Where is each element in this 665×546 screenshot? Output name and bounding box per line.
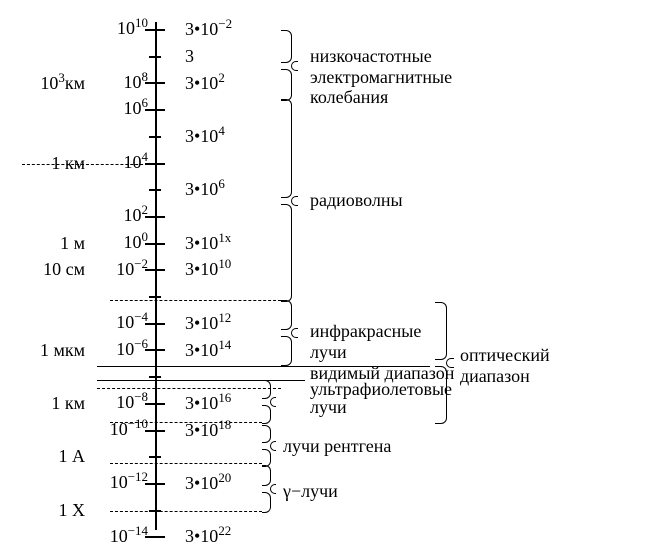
band-label: ультрафиолетовые — [310, 380, 452, 398]
brace-upper — [262, 425, 271, 443]
brace-upper — [281, 300, 292, 330]
tick-minor — [149, 296, 161, 298]
brace-tip — [291, 328, 298, 338]
em-spectrum-diagram: 101010810610410210010−210−410−610−810−10… — [0, 0, 665, 543]
tick-major — [145, 243, 165, 245]
unit-label: 1 м — [60, 234, 85, 252]
tick-major — [145, 109, 165, 111]
wavelength-exp: 102 — [124, 206, 148, 224]
band-label: лучи рентгена — [283, 436, 391, 457]
frequency-label: 3•10−2 — [185, 20, 232, 38]
wavelength-exp: 1010 — [117, 19, 148, 37]
wavelength-exp: 10−8 — [116, 393, 148, 411]
brace-lower — [281, 69, 292, 102]
unit-label: 1 А — [59, 447, 86, 465]
frequency-label: 3•1012 — [185, 314, 231, 332]
unit-label: 10 см — [43, 260, 85, 278]
band-label: низкочастотныеэлектромагнитныеколебания — [310, 46, 452, 108]
brace-tip — [270, 484, 276, 494]
tick-major — [145, 269, 165, 271]
unit-label: 1 км — [51, 394, 85, 412]
tick-major — [145, 82, 165, 84]
tick-minor — [149, 136, 161, 138]
band-label: γ−лучи — [283, 481, 338, 502]
brace-tip — [270, 397, 276, 407]
dashed-divider — [97, 388, 281, 389]
frequency-label: 3•1020 — [185, 474, 231, 492]
frequency-label: 3 — [185, 47, 194, 65]
brace-tip — [291, 61, 298, 71]
tick-major — [145, 323, 165, 325]
tick-major — [145, 430, 165, 432]
unit-label: 103км — [40, 74, 85, 92]
tick-major — [145, 163, 165, 165]
frequency-label: 3•104 — [185, 127, 225, 145]
wavelength-exp: 104 — [124, 153, 148, 171]
wavelength-exp: 106 — [124, 99, 148, 117]
frequency-label: 3•102 — [185, 74, 225, 92]
tick-major — [145, 403, 165, 405]
tick-major — [145, 216, 165, 218]
unit-label: 1 Х — [59, 501, 86, 519]
axis-line — [155, 22, 157, 530]
band-label: инфракрасныелучи — [310, 321, 421, 362]
tick-minor — [149, 376, 161, 378]
frequency-label: 3•1010 — [185, 260, 231, 278]
frequency-label: 3•1014 — [185, 341, 231, 359]
frequency-label: 3•1016 — [185, 394, 231, 412]
tick-major — [145, 349, 165, 351]
brace-lower — [281, 204, 292, 302]
brace-lower — [281, 336, 292, 366]
brace-upper — [262, 380, 271, 399]
tick-minor — [149, 189, 161, 191]
dashed-divider — [110, 511, 262, 512]
brace-tip — [291, 196, 298, 206]
wavelength-exp: 100 — [124, 233, 148, 251]
frequency-label: 3•106 — [185, 180, 225, 198]
solid-divider — [97, 380, 305, 381]
brace-upper — [281, 99, 292, 197]
band-label: лучи — [310, 398, 347, 416]
brace-tip — [270, 441, 276, 451]
brace-upper — [435, 302, 447, 360]
wavelength-exp: 10−12 — [110, 473, 148, 491]
wavelength-exp: 108 — [124, 73, 148, 91]
tick-major — [145, 536, 165, 538]
brace-lower — [262, 405, 271, 424]
frequency-label: 3•101х — [185, 234, 231, 252]
wavelength-exp: 10−6 — [116, 340, 148, 358]
brace-lower — [262, 492, 271, 513]
band-label: оптическийдиапазон — [460, 345, 550, 386]
wavelength-exp: 10−4 — [116, 313, 148, 331]
tick-minor — [149, 56, 161, 58]
wavelength-exp: 10−2 — [116, 260, 148, 278]
dashed-divider — [22, 164, 148, 165]
tick-minor — [149, 456, 161, 458]
tick-major — [145, 29, 165, 31]
dashed-divider — [110, 463, 262, 464]
brace-upper — [281, 30, 292, 63]
unit-label: 1 мкм — [40, 341, 85, 359]
dashed-divider — [110, 300, 281, 301]
tick-major — [145, 483, 165, 485]
wavelength-exp: 10−14 — [110, 527, 148, 545]
dashed-divider — [110, 422, 262, 423]
band-label: радиоволны — [310, 190, 403, 211]
brace-upper — [262, 465, 271, 486]
